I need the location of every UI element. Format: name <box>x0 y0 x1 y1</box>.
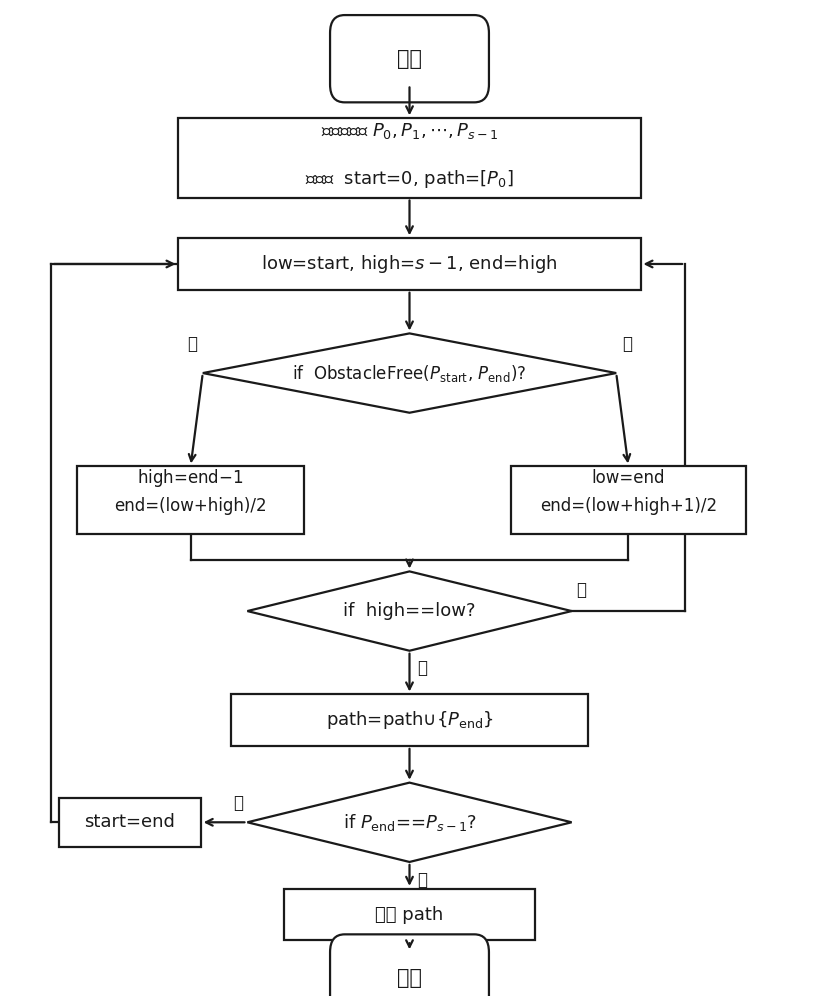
Text: 否: 否 <box>187 335 197 353</box>
Text: if  ObstacleFree($P_{\rm start}$, $P_{\rm end}$)?: if ObstacleFree($P_{\rm start}$, $P_{\rm… <box>292 363 527 384</box>
Text: 开始: 开始 <box>397 49 422 69</box>
Text: 是: 是 <box>622 335 632 353</box>
Text: 结束: 结束 <box>397 968 422 988</box>
Text: path=path$\cup\{P_{\rm end}\}$: path=path$\cup\{P_{\rm end}\}$ <box>326 709 493 731</box>
Text: low=start, high=$s-1$, end=high: low=start, high=$s-1$, end=high <box>261 253 558 275</box>
Polygon shape <box>203 333 616 413</box>
Text: end=(low+high+1)/2: end=(low+high+1)/2 <box>540 497 717 515</box>
Text: end=(low+high)/2: end=(low+high)/2 <box>115 497 267 515</box>
Text: high=end$-1$: high=end$-1$ <box>138 467 244 489</box>
FancyBboxPatch shape <box>330 15 489 102</box>
Bar <box>284 889 535 940</box>
Polygon shape <box>247 571 572 651</box>
Bar <box>231 694 588 746</box>
Bar <box>179 238 640 290</box>
Bar <box>77 466 304 534</box>
Text: if $P_{\rm end}$==$P_{s-1}$?: if $P_{\rm end}$==$P_{s-1}$? <box>342 812 477 833</box>
Text: if  high==low?: if high==low? <box>343 602 476 620</box>
Bar <box>511 466 746 534</box>
Text: 否: 否 <box>576 581 586 599</box>
Bar <box>179 118 640 198</box>
Text: start=end: start=end <box>84 813 175 831</box>
Text: 是: 是 <box>418 659 428 677</box>
Polygon shape <box>247 783 572 862</box>
Text: low=end: low=end <box>591 469 665 487</box>
Text: 初始化  start=0, path=[$P_0$]: 初始化 start=0, path=[$P_0$] <box>305 168 514 190</box>
Text: 是: 是 <box>418 871 428 889</box>
FancyBboxPatch shape <box>330 934 489 1000</box>
Text: 待剪枝路径 $P_0,P_1,\cdots,P_{s-1}$: 待剪枝路径 $P_0,P_1,\cdots,P_{s-1}$ <box>321 121 498 141</box>
Text: 输出 path: 输出 path <box>375 906 444 924</box>
Text: 否: 否 <box>233 794 243 812</box>
Bar <box>59 798 201 847</box>
